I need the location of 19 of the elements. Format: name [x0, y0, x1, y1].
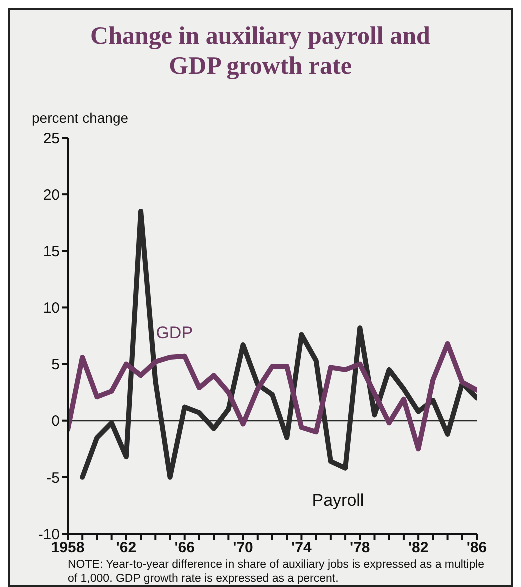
- x-tick-label: '66: [174, 540, 195, 557]
- x-tick-label: '62: [116, 540, 137, 557]
- series-label: Payroll: [312, 491, 364, 510]
- chart-title: Change in auxiliary payroll and GDP growth rate: [90, 23, 430, 80]
- y-tick-label: 10: [43, 300, 60, 318]
- x-tick-label: '86: [466, 540, 488, 557]
- y-tick-label: 5: [52, 356, 60, 374]
- x-tick-label: '70: [233, 540, 254, 557]
- text: NOTE: Year-to-year difference in share of auxiliary jobs is expressed as a multiple of 1,000. GDP growth rate is expressed as a percent.: [68, 558, 486, 586]
- y-axis-title: percent change: [32, 110, 129, 126]
- series-label: GDP: [156, 324, 194, 343]
- y-tick-label: 25: [43, 130, 60, 148]
- x-tick-label: '74: [292, 540, 312, 557]
- y-tick-label: 20: [43, 186, 60, 204]
- y-tick-label: -5: [46, 470, 60, 487]
- x-tick-label: '82: [408, 540, 429, 557]
- y-tick-label: 0: [52, 413, 60, 430]
- y-tick-label: 15: [43, 243, 60, 260]
- x-tick-label: '78: [350, 540, 370, 557]
